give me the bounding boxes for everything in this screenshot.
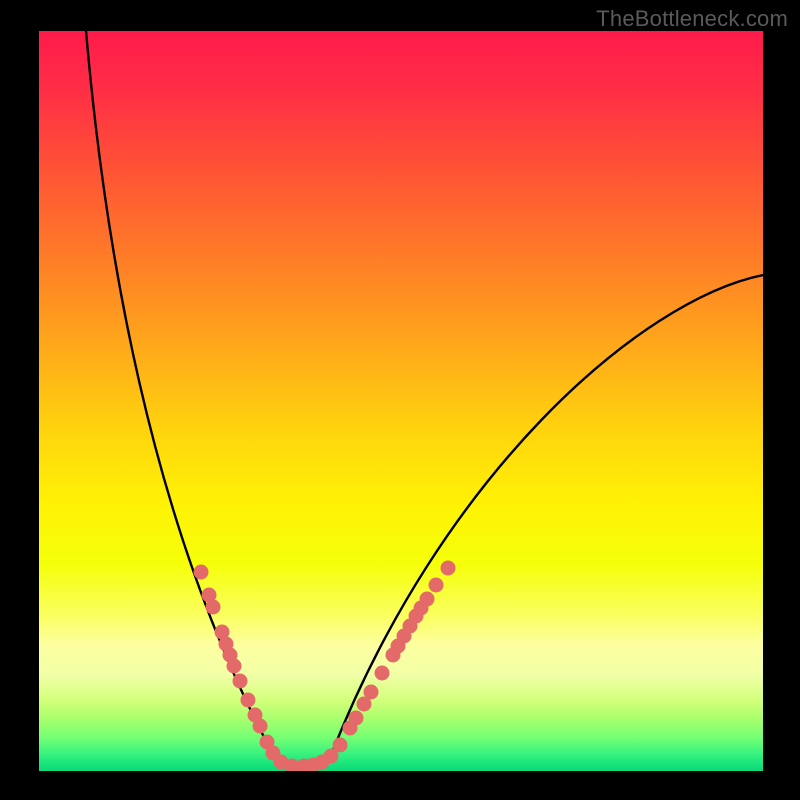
data-point — [241, 693, 256, 708]
bottleneck-chart — [0, 0, 800, 800]
data-point — [206, 600, 221, 615]
watermark-text: TheBottleneck.com — [596, 6, 788, 32]
data-point — [375, 666, 390, 681]
data-point — [253, 719, 268, 734]
data-point — [194, 565, 209, 580]
data-point — [420, 592, 435, 607]
figure-frame: TheBottleneck.com — [0, 0, 800, 800]
data-point — [364, 685, 379, 700]
data-point — [227, 659, 242, 674]
data-point — [333, 738, 348, 753]
gradient-background — [39, 31, 763, 771]
data-point — [233, 674, 248, 689]
data-point — [441, 561, 456, 576]
data-point — [349, 711, 364, 726]
data-point — [429, 578, 444, 593]
